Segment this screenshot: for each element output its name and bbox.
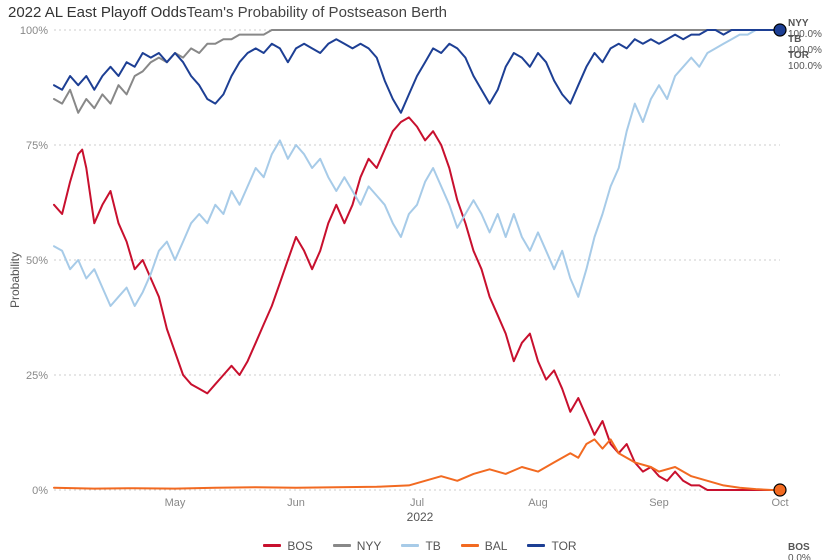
legend-swatch (461, 544, 479, 547)
end-label-nyy: NYY (788, 18, 809, 29)
series-line-bos (54, 117, 780, 490)
legend-swatch (401, 544, 419, 547)
y-tick-label: 50% (26, 255, 48, 267)
series-line-nyy (54, 30, 780, 113)
x-tick-label: May (165, 497, 186, 509)
chart-title-sub: Team's Probability of Postseason Berth (186, 4, 447, 21)
legend-label: NYY (357, 539, 382, 553)
chart-title: 2022 AL East Playoff OddsTeam's Probabil… (8, 4, 447, 21)
legend-swatch (263, 544, 281, 547)
legend-item-nyy[interactable]: NYY (333, 539, 382, 553)
legend-swatch (333, 544, 351, 547)
legend-item-tor[interactable]: TOR (527, 539, 576, 553)
end-value-bos: 0.0% (788, 553, 811, 560)
y-axis-label: Probability (6, 0, 24, 560)
end-value-tor: 100.0% (788, 61, 822, 72)
series-line-tor (54, 30, 780, 113)
series-line-bal (54, 439, 780, 490)
x-tick-label: Aug (528, 497, 548, 509)
legend-label: BAL (485, 539, 508, 553)
plot-area: 0%25%50%75%100%MayJunJulAugSepOctBOS0.0%… (54, 30, 780, 490)
chart-title-main: 2022 AL East Playoff Odds (8, 4, 186, 21)
legend-item-bos[interactable]: BOS (263, 539, 312, 553)
legend-label: TOR (551, 539, 576, 553)
legend: BOS NYY TB BAL TOR (0, 536, 840, 553)
end-marker-tor (774, 24, 786, 36)
y-tick-label: 0% (32, 485, 48, 497)
series-line-tb (54, 30, 780, 306)
y-tick-label: 25% (26, 370, 48, 382)
x-axis-label: 2022 (0, 510, 840, 524)
plot-svg: 0%25%50%75%100%MayJunJulAugSepOctBOS0.0%… (54, 30, 780, 490)
y-tick-label: 75% (26, 140, 48, 152)
y-tick-label: 100% (20, 25, 48, 37)
legend-swatch (527, 544, 545, 547)
end-marker-bal (774, 484, 786, 496)
end-label-tor: TOR (788, 50, 810, 61)
legend-item-bal[interactable]: BAL (461, 539, 508, 553)
x-tick-label: Jul (410, 497, 424, 509)
x-tick-label: Oct (771, 497, 788, 509)
x-tick-label: Sep (649, 497, 669, 509)
legend-item-tb[interactable]: TB (401, 539, 440, 553)
legend-label: BOS (287, 539, 312, 553)
x-tick-label: Jun (287, 497, 305, 509)
end-label-tb: TB (788, 34, 801, 45)
legend-label: TB (425, 539, 440, 553)
